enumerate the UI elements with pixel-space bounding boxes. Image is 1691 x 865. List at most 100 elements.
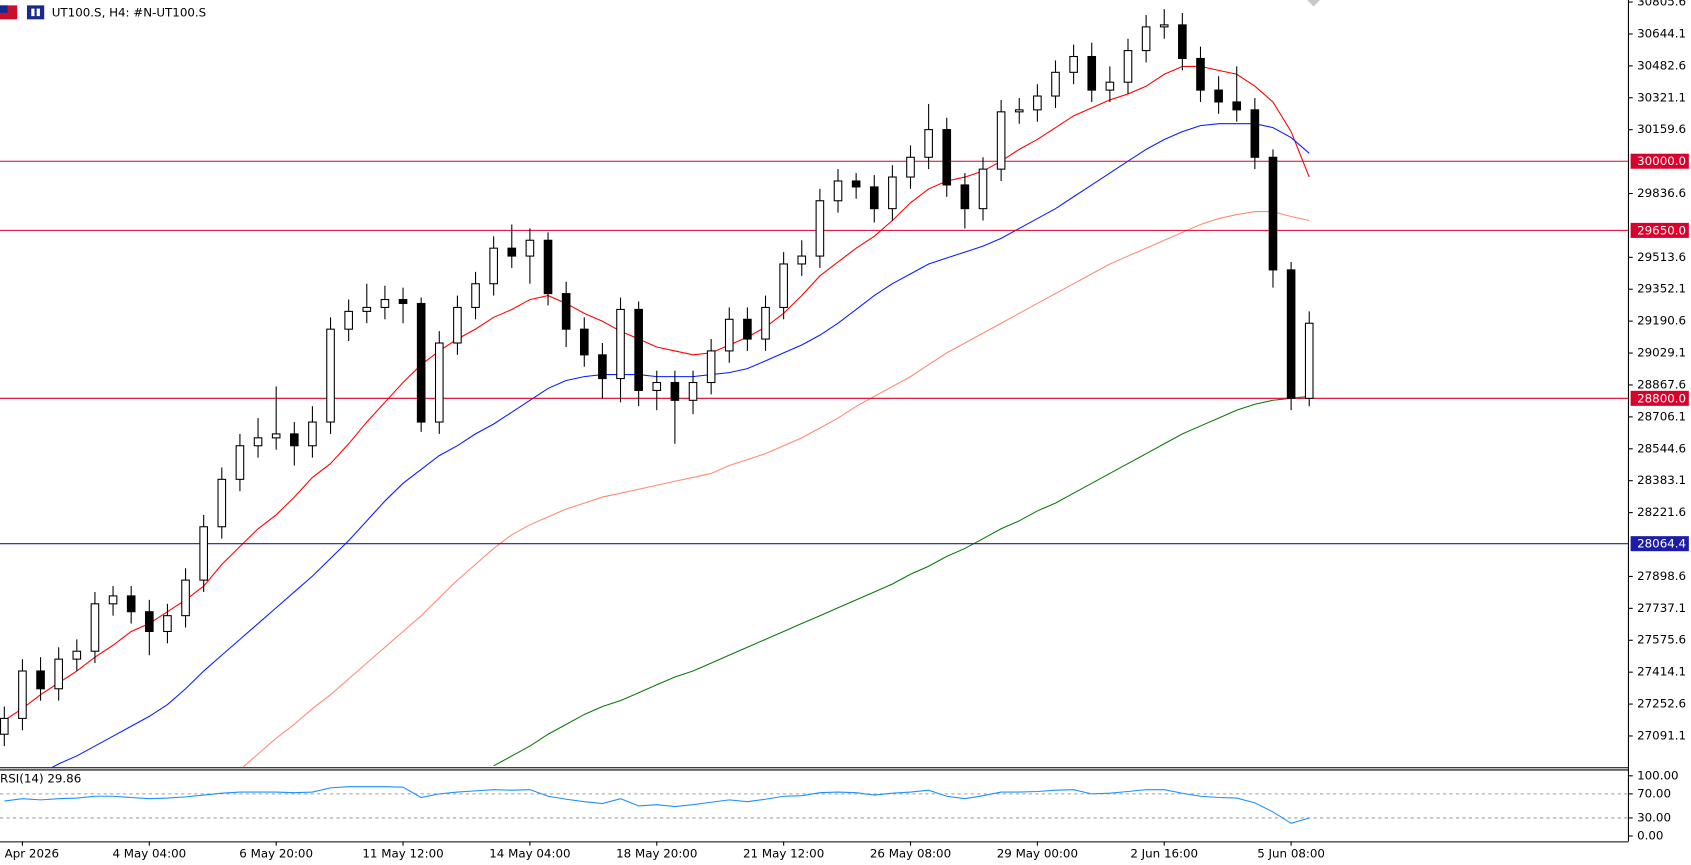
candle-body [1196,57,1205,91]
candle-body [743,318,752,340]
rsi-panel [0,786,1629,824]
y-tick-label: 0.00 [1637,829,1663,843]
level-label-box [1630,222,1689,238]
y-tick-label: 27414.1 [1637,665,1686,679]
y-tick-label: 29029.1 [1637,346,1686,360]
symbol-icons [0,5,45,20]
candle-body [1014,109,1024,113]
candle-body [344,310,353,330]
y-tick-label: 27575.6 [1637,633,1686,647]
candle-body [326,328,335,423]
candle-body [1214,89,1223,103]
candle-body [1087,55,1097,91]
y-tick-label: 70.00 [1637,786,1671,800]
level-label: 30000.0 [1637,154,1686,168]
y-tick-label: 30159.6 [1637,122,1686,136]
candle-body [72,650,82,660]
candle-body [308,421,317,447]
x-tick-label: 26 May 08:00 [870,847,951,861]
x-tick-label: 2 Jun 16:00 [1130,847,1198,861]
y-tick-label: 30482.6 [1637,58,1686,72]
level-label: 28800.0 [1637,391,1686,405]
y-tick-label: 27091.1 [1637,728,1686,742]
level-label-box [1630,536,1689,552]
candle-body [525,239,535,257]
candle-body [869,186,879,210]
level-label-box [1630,390,1689,406]
candle-body [797,255,807,265]
price-panel [0,9,1629,768]
candle-body [235,445,245,480]
x-tick-label: 21 May 12:00 [743,847,824,861]
candle-body [398,298,408,305]
moving-average-line [493,395,1310,767]
candle-body [18,670,27,719]
candle-body [706,350,716,384]
candle-body [888,176,897,210]
candle-body [0,717,9,735]
moving-average-line [242,211,1310,768]
candle-body [924,129,933,158]
candle-body [507,247,517,257]
candle-body [906,156,915,178]
x-tick-label: 11 May 12:00 [362,847,443,861]
candle-body [217,478,227,528]
candle-body [942,129,952,186]
candle-body [36,670,45,690]
candle-body [253,437,263,447]
candle-body [779,263,788,308]
candle-body [362,306,372,312]
candle-body [543,239,553,295]
y-tick-label: 27737.1 [1637,601,1686,615]
candle-body [616,308,625,380]
candle-body [978,168,988,210]
y-tick-label: 30805.6 [1637,0,1686,9]
candle-body [815,200,825,257]
candle-body [851,180,861,188]
x-tick-label: 4 May 04:00 [112,847,186,861]
candle-body [1159,24,1169,28]
candle-body [561,293,571,330]
y-tick-label: 28706.1 [1637,409,1686,423]
candle-body [670,381,680,401]
candle-body [1286,269,1296,399]
candle-body [634,308,643,391]
candle-body [144,611,154,633]
y-tick-label: 29513.6 [1637,250,1686,264]
candle-body [1051,71,1060,97]
chart-title: UT100.S, H4: #N-UT100.S [52,5,206,19]
candle-body [471,283,480,308]
level-label: 28064.4 [1637,537,1686,551]
candle-body [724,318,734,352]
candle-body [652,381,662,391]
x-tick-label: 6 May 20:00 [239,847,313,861]
candle-body [271,433,281,439]
x-tick-label: 14 May 04:00 [489,847,570,861]
candle-body [1105,81,1115,91]
candle-body [1069,55,1078,73]
candle-body [1232,101,1242,111]
candle-body [579,328,589,356]
candle-body [1268,156,1278,271]
candle-body [289,433,299,447]
candle-body [960,184,970,210]
y-tick-label: 29190.6 [1637,314,1686,328]
candle-body [54,658,63,690]
shift-marker [1307,0,1321,7]
moving-average-line [4,65,1310,721]
y-tick-label: 27898.6 [1637,569,1686,583]
candle-body [108,595,118,605]
candle-body [489,247,498,285]
y-tick-label: 27252.6 [1637,697,1686,711]
rsi-line [4,786,1310,824]
candle-body [833,180,843,202]
y-tick-label: 30321.1 [1637,90,1686,104]
y-tick-label: 100.00 [1637,768,1678,782]
candle-body [90,603,100,652]
y-tick-label: 30644.1 [1637,26,1686,40]
candle-body [163,615,172,633]
candle-body [126,595,136,613]
y-tick-label: 30.00 [1637,810,1671,824]
